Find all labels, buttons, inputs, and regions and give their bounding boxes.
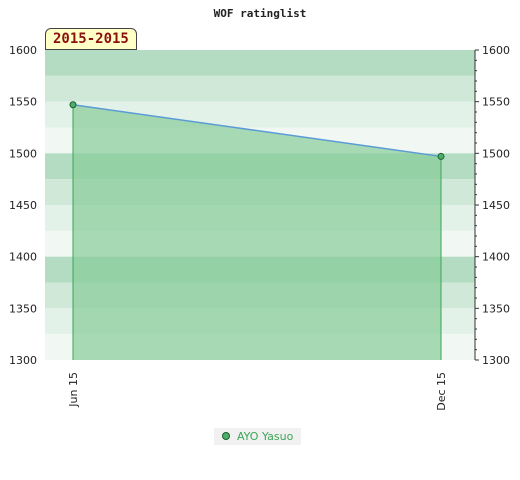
legend-series-name: AYO Yasuo: [237, 430, 294, 443]
chart-title: WOF ratinglist: [214, 7, 307, 20]
left-tick-label: 1600: [9, 44, 37, 57]
right-tick-label: 1550: [482, 96, 510, 109]
left-tick-label: 1500: [9, 147, 37, 160]
left-tick-label: 1550: [9, 96, 37, 109]
legend[interactable]: AYO Yasuo: [214, 428, 302, 445]
left-y-axis: 1300 1350 1400 1450 1500 1550 1600: [9, 44, 37, 367]
x-axis: Jun 15 Dec 15: [67, 372, 448, 411]
right-tick-label: 1300: [482, 354, 510, 367]
legend-marker-icon: [222, 432, 230, 440]
right-tick-label: 1350: [482, 302, 510, 315]
left-tick-label: 1350: [9, 302, 37, 315]
data-point: [69, 101, 77, 109]
series-area: [73, 104, 441, 361]
grid-band: [45, 75, 475, 102]
right-tick-label: 1600: [482, 44, 510, 57]
right-y-axis: 1300 1350 1400 1450 1500 1550 1600: [474, 44, 510, 367]
x-tick-label: Jun 15: [67, 372, 80, 408]
left-tick-label: 1400: [9, 251, 37, 264]
left-tick-label: 1450: [9, 199, 37, 212]
right-tick-label: 1400: [482, 251, 510, 264]
grid-band: [45, 50, 475, 76]
right-tick-label: 1450: [482, 199, 510, 212]
x-tick-label: Dec 15: [435, 372, 448, 411]
data-point: [437, 152, 445, 160]
left-tick-label: 1300: [9, 354, 37, 367]
rating-area: [72, 104, 442, 361]
period-label: 2015-2015: [45, 28, 137, 50]
series-line: [72, 104, 442, 158]
right-tick-label: 1500: [482, 147, 510, 160]
data-points: [69, 101, 445, 160]
